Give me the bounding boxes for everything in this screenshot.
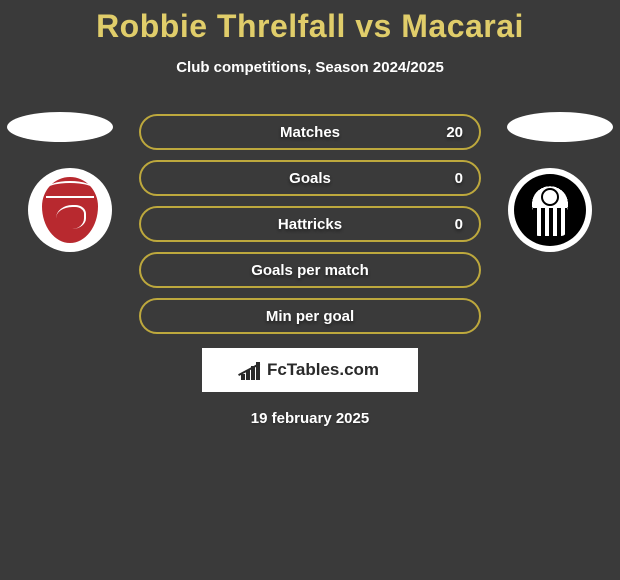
stat-row-goals-per-match: Goals per match bbox=[139, 252, 481, 288]
brand-watermark: FcTables.com bbox=[202, 348, 418, 392]
club-badge-left bbox=[28, 168, 112, 252]
page-title: Robbie Threlfall vs Macarai bbox=[0, 0, 620, 45]
stat-row-goals: Goals 0 bbox=[139, 160, 481, 196]
date-label: 19 february 2025 bbox=[0, 410, 620, 427]
player-silhouette-right bbox=[507, 112, 613, 142]
comparison-area: Matches 20 Goals 0 Hattricks 0 Goals per… bbox=[0, 114, 620, 427]
stat-row-matches: Matches 20 bbox=[139, 114, 481, 150]
club-badge-right bbox=[508, 168, 592, 252]
stat-value-right: 0 bbox=[455, 170, 463, 187]
morecambe-shield-icon bbox=[39, 174, 101, 246]
brand-text: FcTables.com bbox=[267, 360, 379, 380]
player-silhouette-left bbox=[7, 112, 113, 142]
football-icon bbox=[541, 188, 559, 206]
stat-row-hattricks: Hattricks 0 bbox=[139, 206, 481, 242]
bar-chart-icon bbox=[241, 360, 263, 380]
stat-rows: Matches 20 Goals 0 Hattricks 0 Goals per… bbox=[139, 114, 481, 334]
notts-county-shield-icon bbox=[514, 174, 586, 246]
stat-label: Goals bbox=[289, 170, 331, 187]
stat-row-min-per-goal: Min per goal bbox=[139, 298, 481, 334]
shrimp-icon bbox=[56, 205, 86, 229]
stat-label: Goals per match bbox=[251, 262, 369, 279]
stat-value-right: 20 bbox=[446, 124, 463, 141]
stat-label: Min per goal bbox=[266, 308, 354, 325]
stat-label: Hattricks bbox=[278, 216, 342, 233]
subtitle: Club competitions, Season 2024/2025 bbox=[0, 59, 620, 76]
stat-label: Matches bbox=[280, 124, 340, 141]
stat-value-right: 0 bbox=[455, 216, 463, 233]
